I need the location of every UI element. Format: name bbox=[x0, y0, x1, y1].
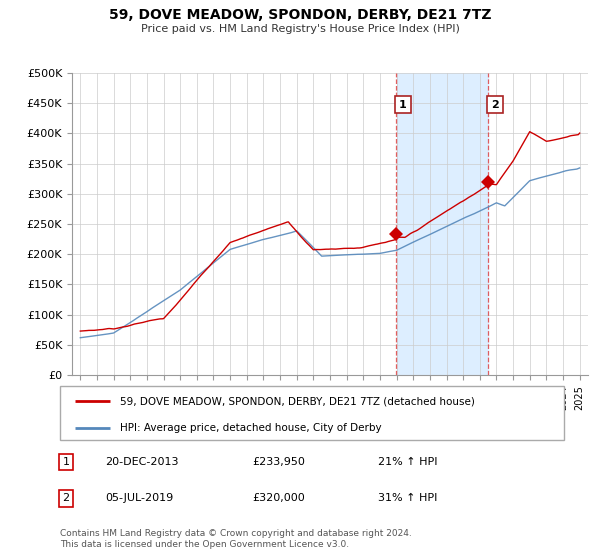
Text: 21% ↑ HPI: 21% ↑ HPI bbox=[378, 457, 437, 467]
Text: Contains HM Land Registry data © Crown copyright and database right 2024.
This d: Contains HM Land Registry data © Crown c… bbox=[60, 529, 412, 549]
Text: 31% ↑ HPI: 31% ↑ HPI bbox=[378, 493, 437, 503]
Text: 2: 2 bbox=[491, 100, 499, 110]
Text: 1: 1 bbox=[399, 100, 407, 110]
FancyBboxPatch shape bbox=[60, 386, 564, 440]
Text: £233,950: £233,950 bbox=[252, 457, 305, 467]
Text: 2: 2 bbox=[62, 493, 70, 503]
Text: £320,000: £320,000 bbox=[252, 493, 305, 503]
Text: 05-JUL-2019: 05-JUL-2019 bbox=[105, 493, 173, 503]
Text: 59, DOVE MEADOW, SPONDON, DERBY, DE21 7TZ: 59, DOVE MEADOW, SPONDON, DERBY, DE21 7T… bbox=[109, 8, 491, 22]
Text: 1: 1 bbox=[62, 457, 70, 467]
Text: 59, DOVE MEADOW, SPONDON, DERBY, DE21 7TZ (detached house): 59, DOVE MEADOW, SPONDON, DERBY, DE21 7T… bbox=[121, 396, 475, 407]
Text: HPI: Average price, detached house, City of Derby: HPI: Average price, detached house, City… bbox=[121, 423, 382, 433]
Text: Price paid vs. HM Land Registry's House Price Index (HPI): Price paid vs. HM Land Registry's House … bbox=[140, 24, 460, 34]
Text: 20-DEC-2013: 20-DEC-2013 bbox=[105, 457, 179, 467]
